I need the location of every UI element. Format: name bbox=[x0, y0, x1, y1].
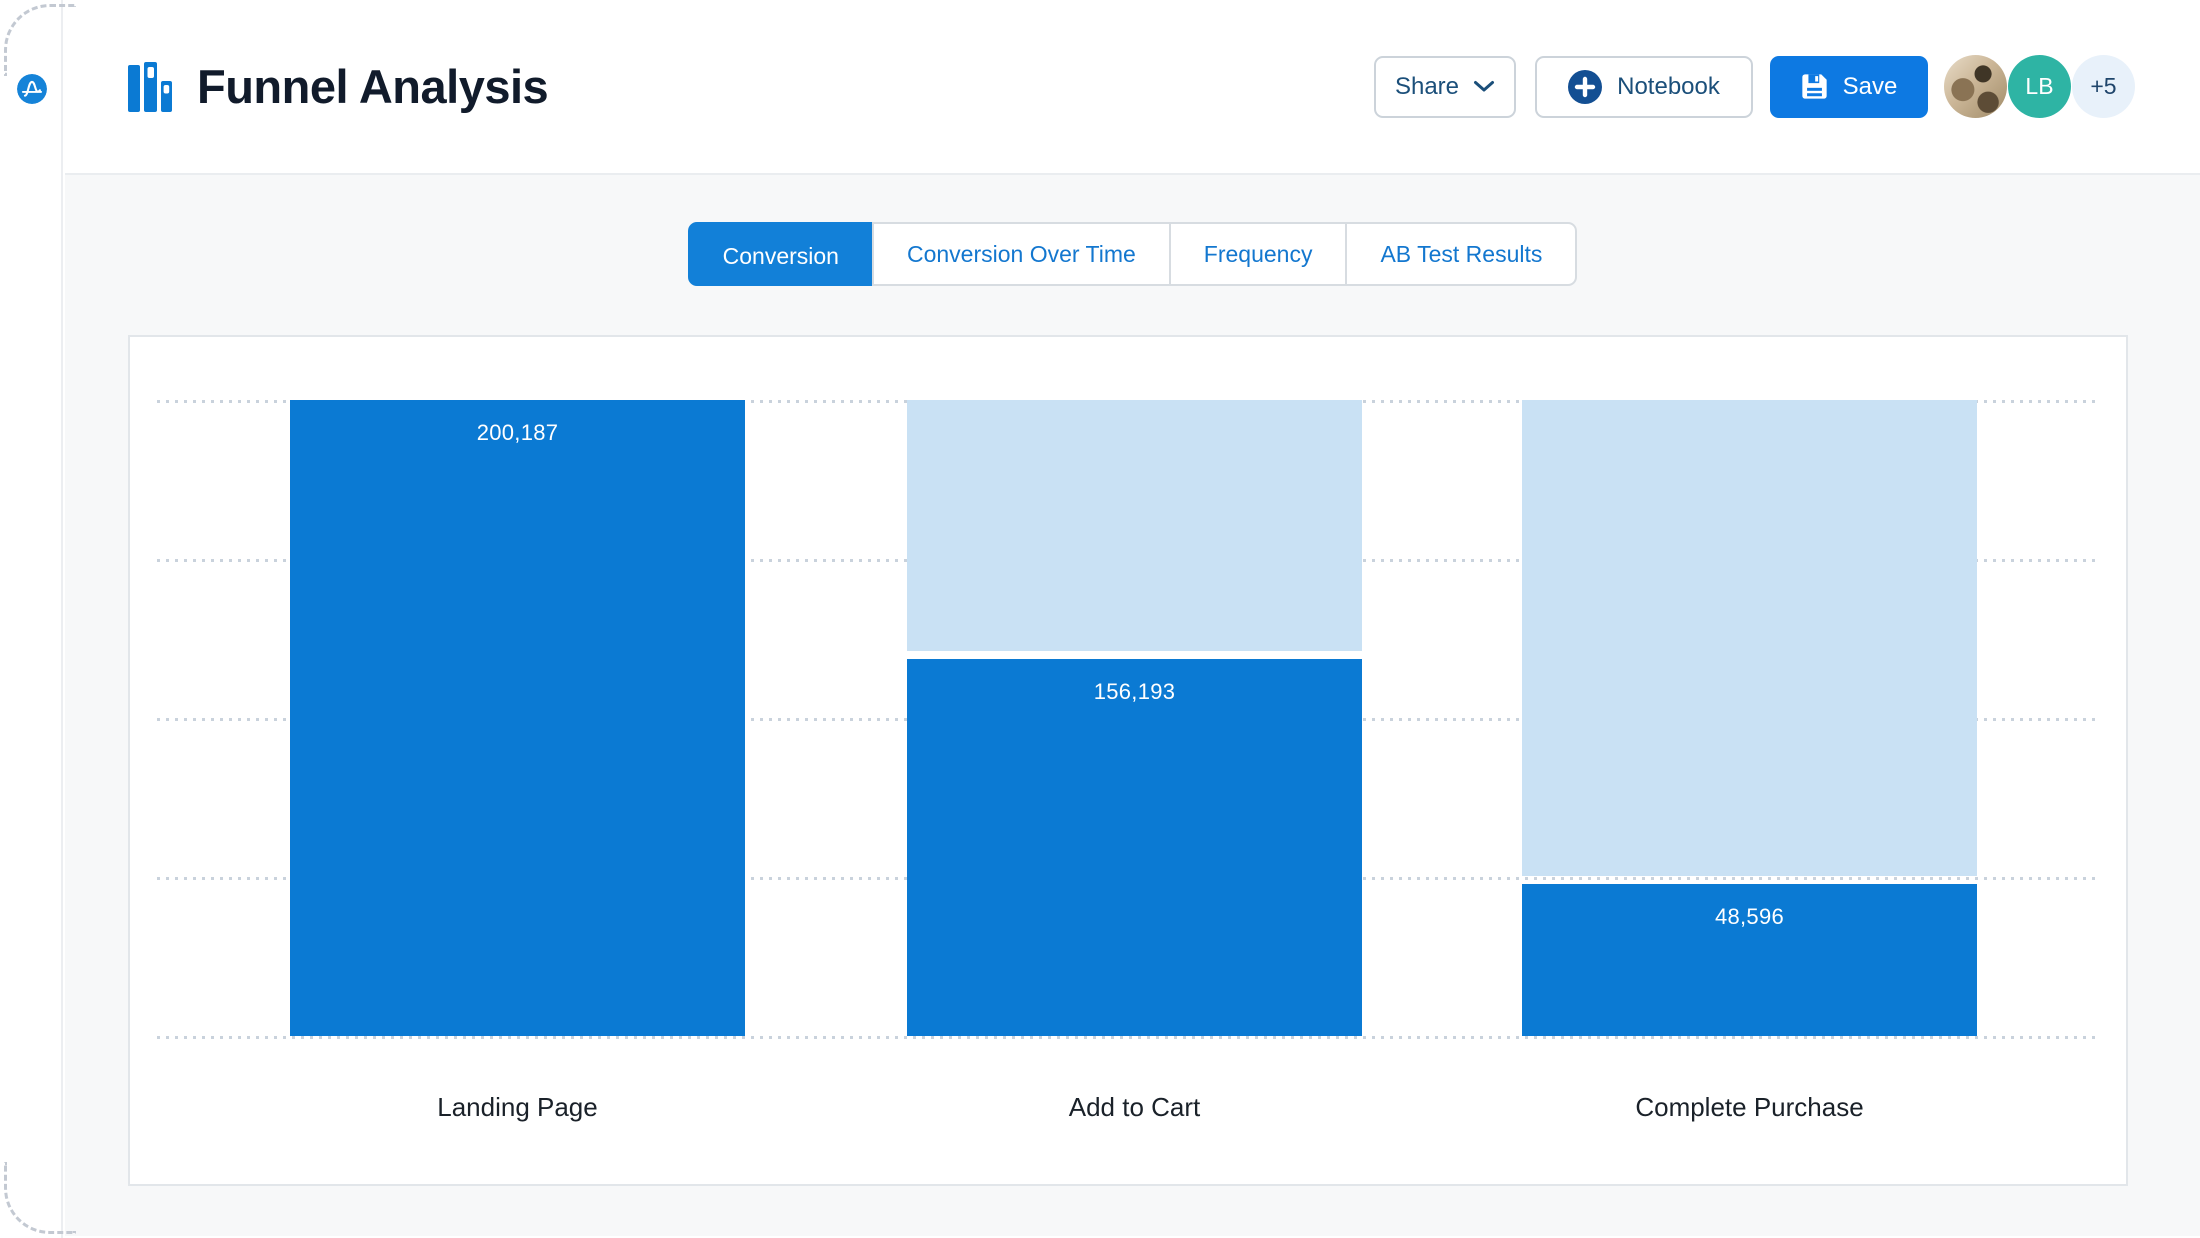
bar-col-0: 200,187 bbox=[290, 400, 745, 1036]
tab-conversion[interactable]: Conversion bbox=[687, 222, 874, 286]
category-label-add-to-cart: Add to Cart bbox=[1068, 1092, 1201, 1122]
content-area: Conversion Conversion Over Time Frequenc… bbox=[65, 175, 2200, 1236]
chevron-down-icon bbox=[1474, 81, 1495, 92]
category-label-landing-page: Landing Page bbox=[437, 1092, 598, 1122]
bar-dropoff-complete-purchase[interactable] bbox=[1522, 400, 1977, 876]
left-nav-rail bbox=[0, 0, 63, 1238]
save-button[interactable]: Save bbox=[1770, 55, 1928, 118]
user-avatar-lb[interactable]: LB bbox=[2008, 55, 2071, 118]
collaborator-avatars: LB +5 bbox=[1944, 55, 2135, 118]
bar-converted-landing-page[interactable]: 200,187 bbox=[290, 400, 745, 1036]
avatar-overflow-badge[interactable]: +5 bbox=[2072, 55, 2135, 118]
tab-frequency[interactable]: Frequency bbox=[1168, 222, 1348, 286]
tab-conversion-over-time[interactable]: Conversion Over Time bbox=[871, 222, 1171, 286]
funnel-chart-panel: 200,187 156,193 48,596 bbox=[128, 335, 2128, 1186]
main-area: Funnel Analysis Share Notebook bbox=[65, 0, 2200, 1238]
bar-col-2: 48,596 bbox=[1522, 400, 1977, 1036]
header: Funnel Analysis Share Notebook bbox=[65, 0, 2200, 175]
bar-dropoff-add-to-cart[interactable] bbox=[907, 400, 1362, 651]
category-label-complete-purchase: Complete Purchase bbox=[1635, 1092, 1864, 1122]
bar-converted-complete-purchase[interactable]: 48,596 bbox=[1522, 884, 1977, 1036]
tab-ab-test-results[interactable]: AB Test Results bbox=[1345, 222, 1578, 286]
amplitude-logo[interactable] bbox=[17, 74, 47, 104]
bar-value-label: 200,187 bbox=[476, 420, 559, 445]
share-button-label: Share bbox=[1394, 72, 1460, 100]
bar-value-label: 48,596 bbox=[1714, 904, 1785, 929]
notebook-button[interactable]: Notebook bbox=[1535, 55, 1753, 118]
funnel-plot: 200,187 156,193 48,596 bbox=[130, 400, 2126, 1036]
save-button-label: Save bbox=[1842, 72, 1898, 100]
bar-value-label: 156,193 bbox=[1093, 678, 1176, 704]
save-floppy-icon bbox=[1801, 74, 1827, 99]
funnel-chart-logo-icon bbox=[128, 61, 172, 112]
bar-col-1: 156,193 bbox=[907, 400, 1362, 1036]
gridline-0pct bbox=[157, 1036, 2099, 1039]
plus-circle-icon bbox=[1568, 69, 1603, 104]
chart-type-tabs: Conversion Conversion Over Time Frequenc… bbox=[65, 222, 2200, 286]
user-avatar-photo[interactable] bbox=[1944, 55, 2007, 118]
header-actions: Share Notebook bbox=[1374, 55, 2135, 118]
bar-converted-add-to-cart[interactable]: 156,193 bbox=[907, 658, 1362, 1036]
notebook-button-label: Notebook bbox=[1617, 72, 1720, 100]
page-title: Funnel Analysis bbox=[197, 60, 549, 113]
share-button[interactable]: Share bbox=[1374, 55, 1516, 118]
